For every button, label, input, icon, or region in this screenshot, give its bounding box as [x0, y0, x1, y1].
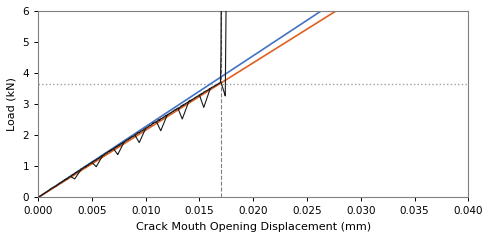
Y-axis label: Load (kN): Load (kN): [7, 77, 17, 131]
X-axis label: Crack Mouth Opening Displacement (mm): Crack Mouth Opening Displacement (mm): [136, 222, 371, 232]
